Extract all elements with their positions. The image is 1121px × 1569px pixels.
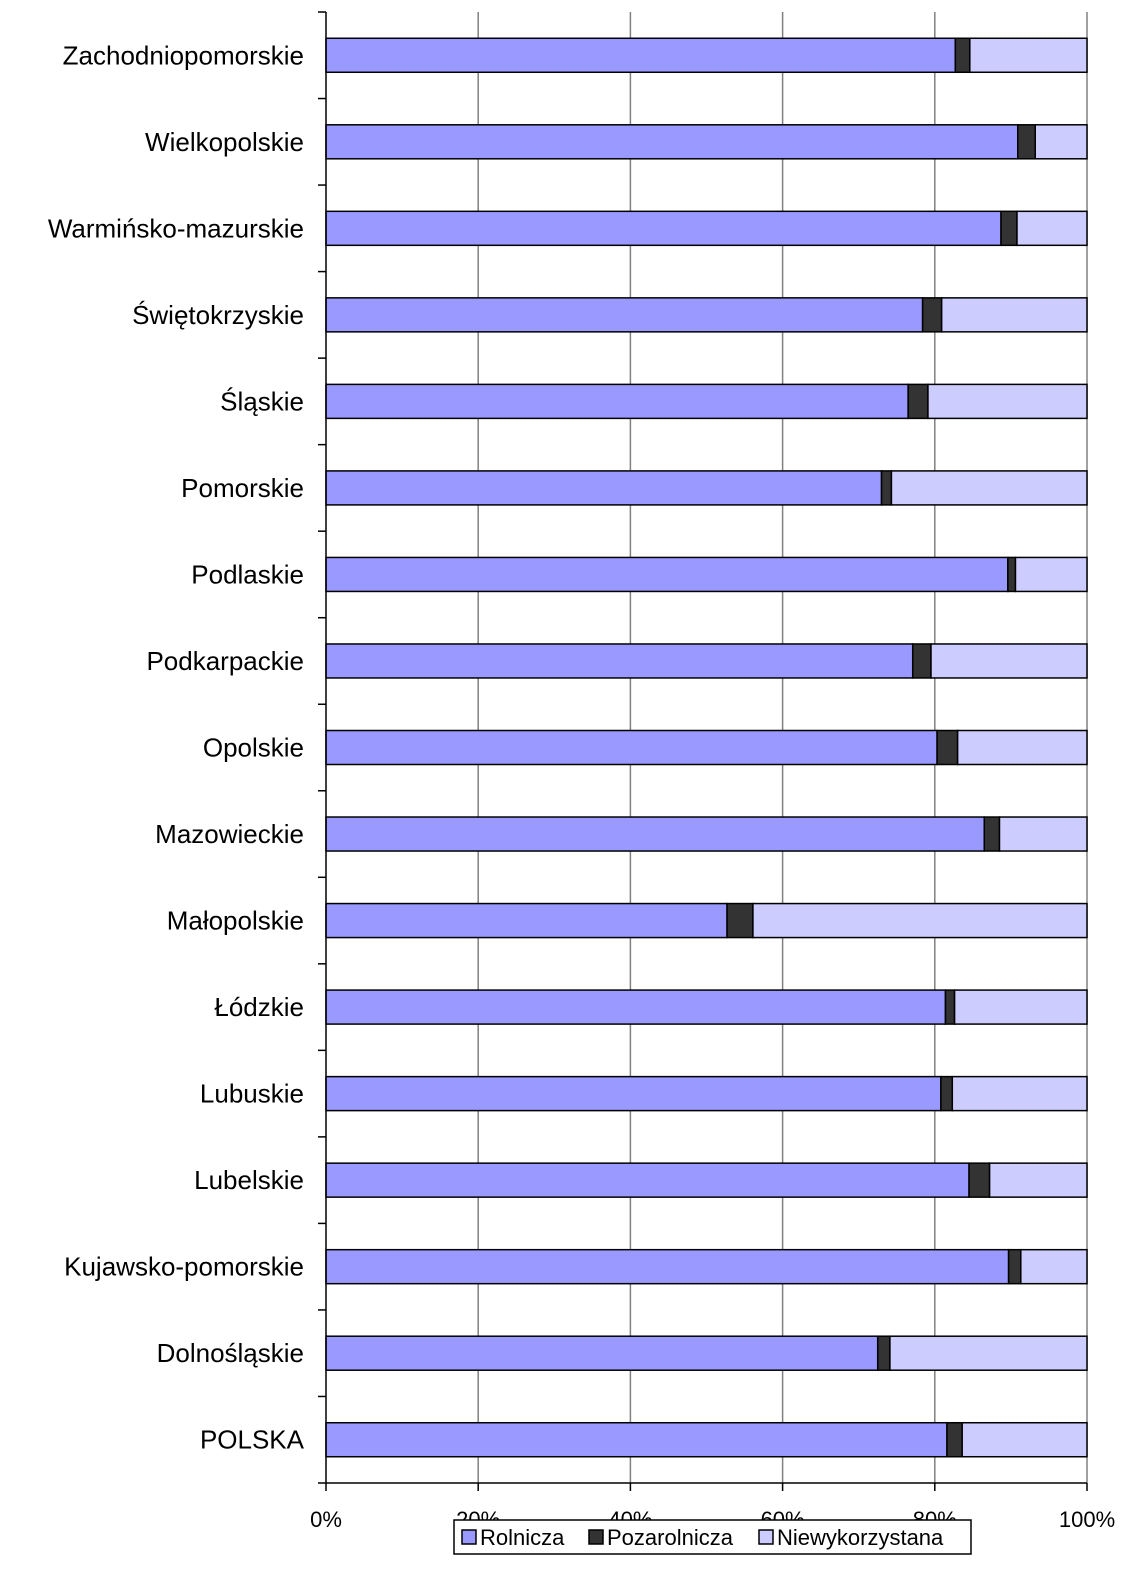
bar-segment-niewykorzystana	[956, 729, 1088, 766]
bar-segment-niewykorzystana	[940, 297, 1088, 333]
bar-segment-niewykorzystana	[1014, 556, 1088, 593]
category-label: Lubuskie	[200, 1079, 304, 1109]
bar-segment-niewykorzystana	[1020, 1248, 1088, 1285]
bar-segment-niewykorzystana	[1034, 124, 1088, 160]
bar-segment-rolnicza	[325, 297, 924, 333]
bar-segment-niewykorzystana	[998, 816, 1088, 852]
bar-segment-pozarolnicza	[1007, 556, 1017, 593]
bar-segment-rolnicza	[325, 37, 957, 74]
bar-segment-niewykorzystana	[961, 1421, 1088, 1458]
bar-segment-pozarolnicza	[1000, 210, 1018, 247]
category-label: Opolskie	[203, 733, 304, 763]
bar-segment-rolnicza	[325, 989, 947, 1025]
bar-segment-pozarolnicza	[1016, 124, 1037, 160]
category-label: Dolnośląskie	[157, 1338, 304, 1368]
category-label: Małopolskie	[167, 906, 304, 936]
bar-segment-niewykorzystana	[988, 1162, 1088, 1198]
x-tick-label: 100%	[1059, 1507, 1115, 1532]
bar-segment-rolnicza	[325, 643, 914, 679]
category-label: Wielkopolskie	[145, 127, 304, 157]
bar-segment-pozarolnicza	[907, 383, 929, 420]
bar-segment-rolnicza	[325, 383, 909, 420]
bar-segment-rolnicza	[325, 1421, 948, 1458]
bar-segment-rolnicza	[325, 1248, 1010, 1285]
bar-segment-rolnicza	[325, 470, 883, 506]
bar-segment-pozarolnicza	[940, 1075, 954, 1112]
bar-segment-rolnicza	[325, 1162, 970, 1198]
category-label: Łódzkie	[214, 992, 304, 1022]
category-label: Pomorskie	[181, 473, 304, 503]
bar-segment-pozarolnicza	[936, 729, 959, 766]
legend: Rolnicza Pozarolnicza Niewykorzystana	[453, 1519, 972, 1555]
bar-segment-rolnicza	[325, 1335, 879, 1371]
bar-segment-pozarolnicza	[954, 37, 971, 74]
bar-segment-niewykorzystana	[1016, 210, 1088, 247]
bar-segment-rolnicza	[325, 556, 1009, 593]
bar-segment-pozarolnicza	[983, 816, 1001, 852]
bar-segment-pozarolnicza	[911, 643, 932, 679]
bar-segment-niewykorzystana	[951, 1075, 1088, 1112]
bar-segment-pozarolnicza	[876, 1335, 891, 1371]
bar-segment-niewykorzystana	[890, 470, 1088, 506]
bar-segment-pozarolnicza	[921, 297, 943, 333]
bar-segment-rolnicza	[325, 816, 986, 852]
category-label: Warmińsko-mazurskie	[48, 213, 304, 243]
bar-segment-rolnicza	[325, 124, 1019, 160]
bar-segment-rolnicza	[325, 1075, 942, 1112]
bar-segment-niewykorzystana	[889, 1335, 1088, 1371]
bar-segment-niewykorzystana	[752, 902, 1088, 939]
category-labels: Zachodniopomorskie Wielkopolskie Warmińsko…	[48, 40, 305, 1454]
bar-segment-pozarolnicza	[946, 1421, 963, 1458]
category-label: Podkarpackie	[146, 646, 304, 676]
axes	[318, 11, 1088, 1491]
category-label: Świętokrzyskie	[132, 300, 304, 330]
legend-swatch	[461, 1529, 477, 1545]
bar-segment-pozarolnicza	[968, 1162, 991, 1198]
bar-segment-niewykorzystana	[953, 989, 1088, 1025]
category-label: Lubelskie	[194, 1165, 304, 1195]
legend-swatch	[588, 1529, 604, 1545]
bar-segment-rolnicza	[325, 729, 938, 766]
bar-segment-pozarolnicza	[880, 470, 893, 506]
bar-segment-pozarolnicza	[944, 989, 956, 1025]
bar-segment-pozarolnicza	[726, 902, 754, 939]
category-label: Podlaskie	[191, 559, 304, 589]
legend-box	[453, 1519, 972, 1555]
bar-segment-niewykorzystana	[969, 37, 1088, 74]
bars	[325, 37, 1088, 1458]
legend-swatch	[758, 1529, 774, 1545]
bar-segment-pozarolnicza	[1007, 1248, 1022, 1285]
category-label: Zachodniopomorskie	[63, 40, 304, 70]
category-label: POLSKA	[200, 1425, 305, 1455]
category-label: Śląskie	[220, 386, 304, 416]
bar-segment-niewykorzystana	[930, 643, 1088, 679]
bar-segment-rolnicza	[325, 902, 728, 939]
x-tick-label: 0%	[310, 1507, 342, 1532]
legend-label: Niewykorzystana	[777, 1525, 944, 1550]
legend-label: Pozarolnicza	[607, 1525, 734, 1550]
category-label: Kujawsko-pomorskie	[64, 1252, 304, 1282]
legend-label: Rolnicza	[480, 1525, 565, 1550]
bar-segment-rolnicza	[325, 210, 1002, 247]
category-label: Mazowieckie	[155, 819, 304, 849]
bar-segment-niewykorzystana	[927, 383, 1088, 420]
